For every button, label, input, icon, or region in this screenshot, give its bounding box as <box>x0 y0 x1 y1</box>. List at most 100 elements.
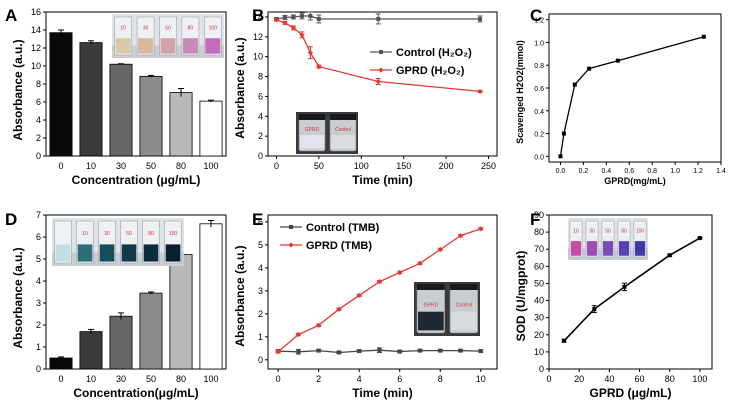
inset-label: 50 <box>165 25 171 31</box>
x-tick-label: 1.2 <box>693 168 703 175</box>
series-line <box>559 36 704 157</box>
tube-liquid <box>143 244 159 262</box>
inset-label: 30 <box>104 231 110 237</box>
y-tick-label: 0 <box>36 151 41 161</box>
x-tick-label: 0 <box>276 374 281 384</box>
x-axis-label: Concentration (μg/mL) <box>72 173 201 187</box>
y-tick-label: 0 <box>258 355 263 365</box>
y-tick-label: 2 <box>36 133 41 143</box>
x-tick-label: 60 <box>635 374 645 384</box>
y-tick-label: 60 <box>534 261 544 271</box>
panel-label-e: E <box>252 210 263 229</box>
data-point <box>336 350 341 355</box>
y-tick-label: 80 <box>534 227 544 237</box>
data-point <box>316 16 321 21</box>
tube-liquid <box>99 244 115 262</box>
inset-photo-b: GPRD Control <box>296 112 358 154</box>
y-tick-label: 0.6 <box>534 86 544 93</box>
legend-marker <box>289 225 293 229</box>
y-tick-label: 4 <box>258 263 263 273</box>
x-tick-label: 0 <box>58 374 63 384</box>
tube-liquid <box>586 241 598 256</box>
vial-cap <box>299 114 326 120</box>
tube-liquid <box>634 241 646 256</box>
y-tick-label: 8 <box>258 72 263 82</box>
x-axis-label: Concentration(μg/mL) <box>73 386 198 400</box>
y-tick-label: 6 <box>258 91 263 101</box>
y-tick-label: 14 <box>31 25 41 35</box>
legend-label: GPRD (TMB) <box>306 240 372 252</box>
tube-liquid <box>160 38 176 54</box>
bar <box>109 315 133 370</box>
y-axis-label: Absorbance (a.u.) <box>11 247 25 348</box>
data-point <box>562 338 567 343</box>
inset-label: 100 <box>636 229 645 235</box>
x-tick-label: 4 <box>357 374 362 384</box>
data-point <box>478 349 483 354</box>
bar <box>199 100 223 157</box>
inset-label: 100 <box>209 25 218 31</box>
x-tick-label: 100 <box>354 161 369 171</box>
x-tick-label: 50 <box>146 374 156 384</box>
x-tick-label: 2 <box>316 374 321 384</box>
vial-liquid <box>300 135 325 149</box>
x-tick-label: 10 <box>476 374 486 384</box>
y-tick-label: 6 <box>36 232 41 242</box>
y-tick-label: 14 <box>253 12 263 22</box>
x-tick-label: 80 <box>176 161 186 171</box>
inset-label: 80 <box>188 25 194 31</box>
data-point <box>376 16 381 21</box>
inset-photo-a: 10 30 50 80 100 <box>112 14 224 58</box>
y-axis-label: SOD (U/mgprot) <box>514 251 528 342</box>
y-tick-label: 7 <box>36 210 41 220</box>
data-point <box>478 16 483 21</box>
inset-label: Control <box>335 127 351 133</box>
y-tick-label: 1.2 <box>534 18 544 25</box>
panel-e: 0 2 4 6 8 10 0 1 2 3 4 5 6 Absorbance (a.u.) Time (min… <box>233 214 498 400</box>
tube-liquid <box>121 244 137 262</box>
y-tick-label: 90 <box>534 210 544 220</box>
inset-photo-f: 10 30 50 80 100 <box>568 218 648 260</box>
data-point <box>417 260 423 266</box>
y-tick-label: 6 <box>258 217 263 227</box>
y-tick-label: 4 <box>36 276 41 286</box>
legend-label: GPRD (H₂O₂) <box>396 65 465 77</box>
y-tick-label: 0 <box>539 364 544 374</box>
inset-label: 10 <box>120 25 126 31</box>
legend-marker <box>379 50 383 54</box>
x-tick-label: 10 <box>86 161 96 171</box>
legend-marker <box>288 242 294 248</box>
panel-b-frame <box>267 11 498 157</box>
tube-liquid <box>55 244 71 262</box>
legend-label: Control (TMB) <box>306 222 380 234</box>
y-axis-label: Scavenged H2O2(mmol) <box>515 40 525 144</box>
y-tick-label: 4 <box>36 115 41 125</box>
data-point <box>417 348 422 353</box>
data-point <box>299 32 305 38</box>
panel-b: 0 50 100 150 200 250 0 2 4 6 8 10 12 14 Absorbance (a.… <box>233 11 498 187</box>
x-axis-label: GPRD (μg/mL) <box>589 386 671 400</box>
bar <box>49 32 73 157</box>
vial-liquid <box>331 135 356 149</box>
y-tick-label: 12 <box>31 43 41 53</box>
x-tick-label: 0.0 <box>556 168 566 175</box>
inset-label: GPRD <box>424 302 439 308</box>
data-point <box>291 14 296 19</box>
data-point <box>478 226 484 232</box>
data-point <box>701 34 706 39</box>
data-point <box>290 25 297 31</box>
y-tick-label: 10 <box>534 347 544 357</box>
data-point <box>376 279 383 285</box>
vial-liquid <box>451 311 477 331</box>
x-axis-label: GPRD(mg/mL) <box>604 176 666 186</box>
data-point <box>357 349 362 354</box>
bar <box>49 357 73 370</box>
y-tick-label: 12 <box>253 32 263 42</box>
x-tick-label: 100 <box>203 374 218 384</box>
x-tick-label: 0.4 <box>601 168 611 175</box>
panel-d: 0 1 2 3 4 5 6 7 0 10 30 50 80 100 Absorbance (a.u.) Con… <box>11 210 227 400</box>
tube-liquid <box>602 241 614 256</box>
data-point <box>587 66 592 71</box>
y-axis-label: Absorbance (a.u.) <box>233 37 247 138</box>
x-tick-label: 0 <box>274 161 279 171</box>
